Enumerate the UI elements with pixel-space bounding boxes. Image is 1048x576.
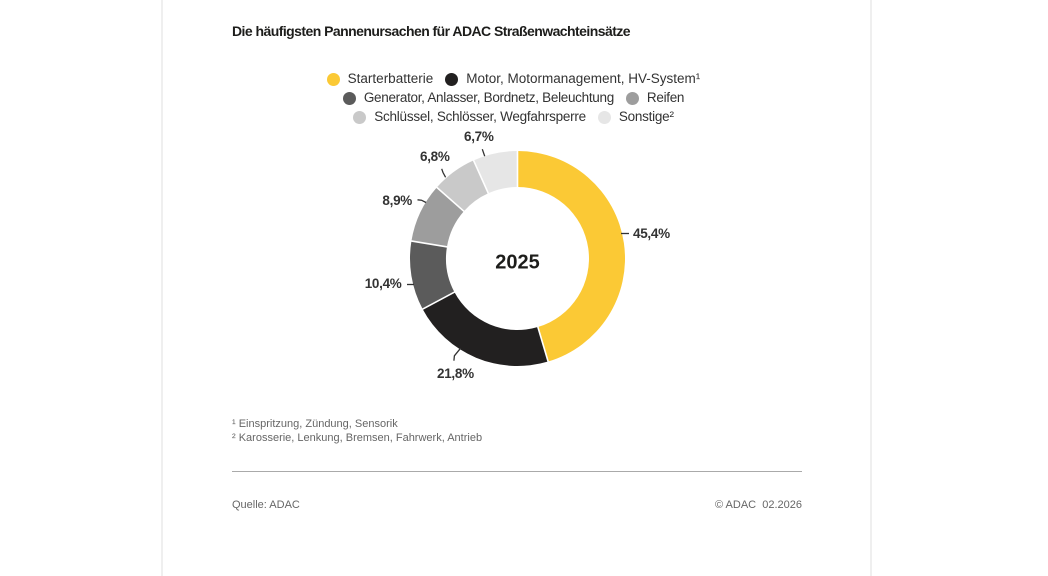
svg-text:2025: 2025 (495, 252, 540, 274)
